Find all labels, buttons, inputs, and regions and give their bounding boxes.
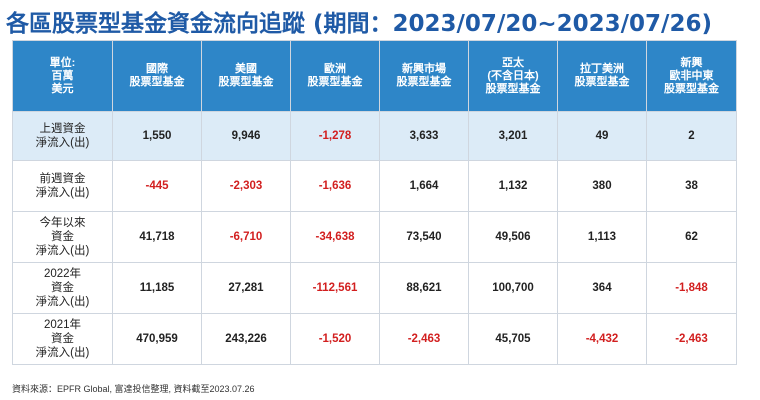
- table-row: 2021年 資金 淨流入(出) 470,959 243,226 -1,520 -2,463 4…: [12, 313, 737, 365]
- header-line: 股票型基金: [664, 82, 719, 95]
- row-label-line: 資金: [51, 333, 74, 345]
- header-line: 美元: [51, 82, 74, 95]
- value-cell: -445: [112, 160, 202, 212]
- header-line: 亞太: [502, 56, 524, 69]
- row-label: 2022年資金淨流入(出): [12, 262, 113, 314]
- header-line: 國際: [146, 63, 168, 75]
- value-cell: -1,520: [290, 313, 380, 365]
- header-line: 股票型基金: [396, 76, 452, 88]
- source-note: 資料來源：EPFR Global, 富達投信整理, 資料截至2023.07.26: [12, 384, 255, 394]
- header-line: 單位:: [49, 56, 76, 69]
- value-cell: 73,540: [379, 211, 469, 263]
- value-cell: 9,946: [201, 111, 291, 161]
- row-label-line: 今年以來: [39, 217, 86, 229]
- value-cell: -2,303: [201, 160, 291, 212]
- row-label-line: 淨流入(出): [35, 137, 90, 149]
- fund-flow-table: 單位: 百萬 美元 國際 股票型基金 美國 股票型基金 歐洲 股票型基金 新興市場 股票型基金 亞太(…: [12, 40, 737, 365]
- row-label: 前週資金淨流入(出): [12, 160, 113, 212]
- header-row: 單位: 百萬 美元 國際 股票型基金 美國 股票型基金 歐洲 股票型基金 新興市場 股票型基金 亞太(…: [12, 40, 737, 112]
- row-label-line: 上週資金: [39, 123, 86, 135]
- table-body: 上週資金 淨流入(出) 1,550 9,946 -1,278 3,633 3,201 49 2 前…: [12, 111, 737, 365]
- value-cell: 45,705: [468, 313, 558, 365]
- header-cell-7: 新興 歐非中東 股票型基金: [646, 40, 737, 112]
- header-line: (不含日本): [487, 69, 539, 82]
- table-row: 前週資金 淨流入(出) -445 -2,303 -1,636 1,664 1,132 380 3…: [12, 160, 737, 212]
- row-label-line: 2021年: [43, 319, 82, 331]
- row-label-line: 淨流入(出): [35, 347, 90, 359]
- header-line: 歐洲: [324, 63, 346, 75]
- header-line: 股票型基金: [307, 76, 363, 88]
- value-cell: -1,636: [290, 160, 380, 212]
- row-label-line: 淨流入(出): [35, 187, 90, 199]
- value-cell: 3,633: [379, 111, 469, 161]
- header-line: 美國: [235, 63, 257, 75]
- value-cell: -112,561: [290, 262, 380, 314]
- value-cell: 62: [646, 211, 737, 263]
- value-cell: -2,463: [379, 313, 469, 365]
- header-line: 股票型基金: [129, 76, 185, 88]
- value-cell: 2: [646, 111, 737, 161]
- value-cell: 380: [557, 160, 647, 212]
- value-cell: 100,700: [468, 262, 558, 314]
- table-row: 上週資金 淨流入(出) 1,550 9,946 -1,278 3,633 3,201 49 2: [12, 111, 737, 161]
- value-cell: -2,463: [646, 313, 737, 365]
- row-label-line: 前週資金: [39, 173, 86, 185]
- value-cell: -34,638: [290, 211, 380, 263]
- value-cell: -1,278: [290, 111, 380, 161]
- table-header: 單位: 百萬 美元 國際 股票型基金 美國 股票型基金 歐洲 股票型基金 新興市場 股票型基金 亞太(…: [12, 40, 737, 112]
- value-cell: 1,113: [557, 211, 647, 263]
- row-label: 2021年資金淨流入(出): [12, 313, 113, 365]
- table-row: 今年以來 資金 淨流入(出) 41,718 -6,710 -34,638 73,540 49,…: [12, 211, 737, 263]
- header-cell-unit: 單位: 百萬 美元: [12, 40, 113, 112]
- value-cell: -6,710: [201, 211, 291, 263]
- header-line: 歐非中東: [669, 69, 714, 82]
- row-label-line: 2022年: [43, 268, 82, 280]
- header-cell-1: 國際 股票型基金: [112, 40, 202, 112]
- row-label-line: 淨流入(出): [35, 296, 90, 308]
- value-cell: 3,201: [468, 111, 558, 161]
- table-row: 2022年 資金 淨流入(出) 11,185 27,281 -112,561 88,621 1…: [12, 262, 737, 314]
- header-cell-4: 新興市場 股票型基金: [379, 40, 469, 112]
- header-cell-2: 美國 股票型基金: [201, 40, 291, 112]
- value-cell: -1,848: [646, 262, 737, 314]
- value-cell: 38: [646, 160, 737, 212]
- value-cell: 1,550: [112, 111, 202, 161]
- header-cell-6: 拉丁美洲 股票型基金: [557, 40, 647, 112]
- value-cell: 49,506: [468, 211, 558, 263]
- row-label-line: 資金: [51, 231, 74, 243]
- header-cell-3: 歐洲 股票型基金: [290, 40, 380, 112]
- value-cell: 41,718: [112, 211, 202, 263]
- row-label: 上週資金淨流入(出): [12, 111, 113, 161]
- value-cell: 27,281: [201, 262, 291, 314]
- header-line: 拉丁美洲: [580, 63, 624, 75]
- header-line: 股票型基金: [485, 82, 541, 95]
- value-cell: 88,621: [379, 262, 469, 314]
- value-cell: -4,432: [557, 313, 647, 365]
- value-cell: 1,132: [468, 160, 558, 212]
- header-line: 新興: [680, 56, 703, 69]
- header-cell-5: 亞太 (不含日本) 股票型基金: [468, 40, 558, 112]
- page-title: 各區股票型基金資金流向追蹤 (期間：2023/07/20~2023/07/26): [6, 11, 712, 37]
- row-label-line: 資金: [51, 282, 74, 294]
- header-line: 新興市場: [402, 63, 446, 75]
- header-line: 百萬: [51, 69, 74, 82]
- value-cell: 1,664: [379, 160, 469, 212]
- value-cell: 11,185: [112, 262, 202, 314]
- value-cell: 49: [557, 111, 647, 161]
- value-cell: 364: [557, 262, 647, 314]
- row-label: 今年以來資金淨流入(出): [12, 211, 113, 263]
- header-line: 股票型基金: [218, 76, 274, 88]
- value-cell: 243,226: [201, 313, 291, 365]
- header-line: 股票型基金: [574, 76, 630, 88]
- value-cell: 470,959: [112, 313, 202, 365]
- row-label-line: 淨流入(出): [35, 245, 90, 257]
